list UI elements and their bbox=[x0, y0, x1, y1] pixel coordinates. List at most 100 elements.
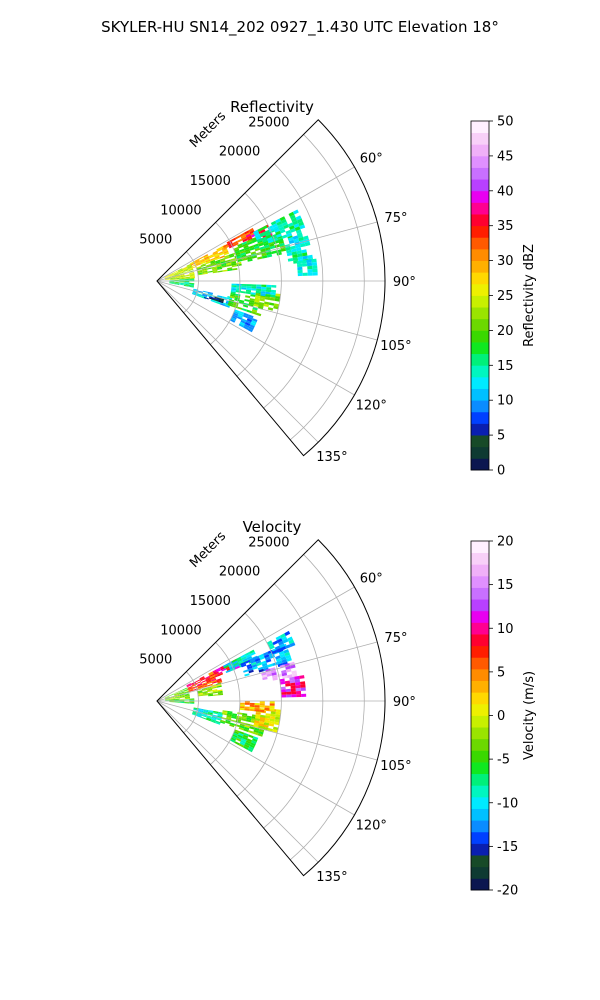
velocity-echo-cell bbox=[296, 694, 302, 698]
velocity-echo-cell bbox=[184, 696, 190, 698]
reflectivity-echo-cell bbox=[246, 286, 252, 289]
velocity-echo-cell bbox=[165, 699, 171, 701]
velocity-echo-cell bbox=[196, 715, 202, 718]
reflectivity-echo-cell bbox=[261, 236, 267, 241]
velocity-echo-cell bbox=[284, 680, 291, 684]
velocity-echo-cell bbox=[236, 717, 242, 721]
reflectivity-range-ring bbox=[236, 192, 282, 377]
velocity-echo-cell bbox=[197, 692, 203, 694]
reflectivity-echo-cell bbox=[174, 272, 179, 275]
reflectivity-echo-cell bbox=[169, 281, 175, 283]
reflectivity-echo-cell bbox=[202, 268, 208, 271]
reflectivity-echo-cell bbox=[188, 285, 194, 287]
velocity-echo-cell bbox=[269, 705, 275, 709]
velocity-echo-cell bbox=[201, 680, 207, 683]
velocity-colorbar-label: Velocity (m/s) bbox=[522, 671, 537, 760]
velocity-echo-cell bbox=[254, 705, 260, 708]
velocity-echo-cell bbox=[239, 723, 245, 727]
reflectivity-echo-cell bbox=[195, 260, 200, 264]
velocity-echo-cell bbox=[285, 654, 291, 659]
reflectivity-echo-cell bbox=[204, 256, 210, 260]
velocity-colorbar-tick-label: 20 bbox=[497, 535, 514, 550]
reflectivity-echo-cell bbox=[241, 284, 247, 286]
velocity-colorbar-swatch bbox=[471, 715, 489, 728]
reflectivity-echo-cell bbox=[219, 303, 226, 307]
velocity-echo-cell bbox=[254, 727, 260, 731]
reflectivity-echo-cell bbox=[180, 277, 185, 279]
velocity-echo-cell bbox=[252, 666, 258, 670]
reflectivity-echo-cell bbox=[201, 264, 206, 267]
velocity-echo-cell bbox=[210, 677, 216, 681]
reflectivity-echo-cell bbox=[293, 223, 300, 229]
reflectivity-echo-cell bbox=[164, 275, 170, 278]
reflectivity-echo-cell bbox=[251, 286, 257, 289]
velocity-echo-cell bbox=[252, 738, 258, 743]
reflectivity-echo-cell bbox=[286, 232, 293, 238]
velocity-echo-cell bbox=[274, 645, 281, 650]
reflectivity-echo-cell bbox=[302, 272, 308, 276]
reflectivity-echo-cell bbox=[213, 252, 219, 256]
velocity-echo-cell bbox=[165, 699, 171, 701]
reflectivity-echo-cell bbox=[235, 252, 241, 256]
reflectivity-echo-cell bbox=[240, 291, 246, 294]
reflectivity-echo-cell bbox=[231, 288, 237, 291]
reflectivity-echo-cell bbox=[238, 311, 245, 315]
reflectivity-echo-cell bbox=[264, 301, 270, 305]
reflectivity-colorbar-swatch bbox=[471, 365, 489, 378]
reflectivity-echo-cell bbox=[210, 299, 216, 303]
reflectivity-echo-cell bbox=[267, 225, 274, 230]
velocity-echo-cell bbox=[229, 724, 235, 728]
velocity-echo-cell bbox=[199, 677, 205, 681]
reflectivity-echo-cell bbox=[212, 267, 218, 270]
reflectivity-echo-cell bbox=[249, 298, 255, 301]
reflectivity-echo-cell bbox=[196, 266, 202, 269]
reflectivity-echo-cell bbox=[210, 257, 216, 261]
reflectivity-colorbar-swatch bbox=[471, 248, 489, 261]
reflectivity-echo-cell bbox=[195, 262, 201, 266]
reflectivity-colorbar-tick-label: 25 bbox=[497, 289, 514, 304]
velocity-echo-cell bbox=[272, 674, 278, 679]
velocity-echo-cell bbox=[242, 736, 248, 741]
reflectivity-echo-cell bbox=[226, 262, 232, 266]
velocity-angle-tick-label: 135° bbox=[316, 870, 347, 885]
reflectivity-echo-cell bbox=[184, 282, 190, 283]
velocity-echo-cell bbox=[299, 675, 305, 679]
reflectivity-echo-cell bbox=[260, 229, 266, 234]
velocity-echo-cell bbox=[225, 721, 231, 725]
velocity-echo-cell bbox=[234, 741, 240, 746]
velocity-colorbar-swatch bbox=[471, 599, 489, 612]
velocity-echo-cell bbox=[241, 663, 247, 668]
reflectivity-colorbar-swatch bbox=[471, 237, 489, 250]
velocity-colorbar-swatch bbox=[471, 575, 489, 588]
reflectivity-echo-cell bbox=[212, 269, 218, 272]
reflectivity-echo-cell bbox=[179, 274, 185, 276]
velocity-echo-cell bbox=[169, 696, 175, 699]
reflectivity-echo-cell bbox=[189, 276, 195, 278]
reflectivity-echo-cell bbox=[184, 284, 190, 286]
reflectivity-echo-cell bbox=[239, 321, 245, 326]
velocity-echo-cell bbox=[243, 726, 250, 731]
velocity-echo-cell bbox=[206, 679, 212, 683]
reflectivity-echo-cell bbox=[228, 253, 234, 257]
velocity-echo-cell bbox=[239, 741, 245, 746]
reflectivity-echo-cell bbox=[184, 284, 189, 287]
reflectivity-echo-cell bbox=[302, 252, 308, 257]
reflectivity-echo-cell bbox=[204, 257, 210, 261]
reflectivity-echo-cell bbox=[173, 271, 179, 275]
reflectivity-echo-cell bbox=[231, 283, 237, 286]
velocity-echo-cell bbox=[197, 713, 203, 716]
reflectivity-colorbar-swatch bbox=[471, 388, 489, 401]
reflectivity-echo-cell bbox=[191, 266, 197, 269]
velocity-echo-cell bbox=[279, 681, 286, 685]
velocity-echo-cell bbox=[228, 662, 234, 667]
reflectivity-echo-cell bbox=[169, 274, 175, 277]
reflectivity-echo-cell bbox=[197, 273, 203, 276]
reflectivity-echo-cell bbox=[275, 293, 281, 297]
velocity-colorbar-swatch bbox=[471, 680, 489, 693]
reflectivity-echo-cell bbox=[169, 282, 175, 283]
velocity-echo-cell bbox=[281, 692, 287, 695]
reflectivity-echo-cell bbox=[170, 278, 176, 280]
velocity-echo-cell bbox=[230, 737, 236, 742]
velocity-echo-cell bbox=[184, 693, 190, 696]
reflectivity-echo-cell bbox=[220, 260, 226, 264]
